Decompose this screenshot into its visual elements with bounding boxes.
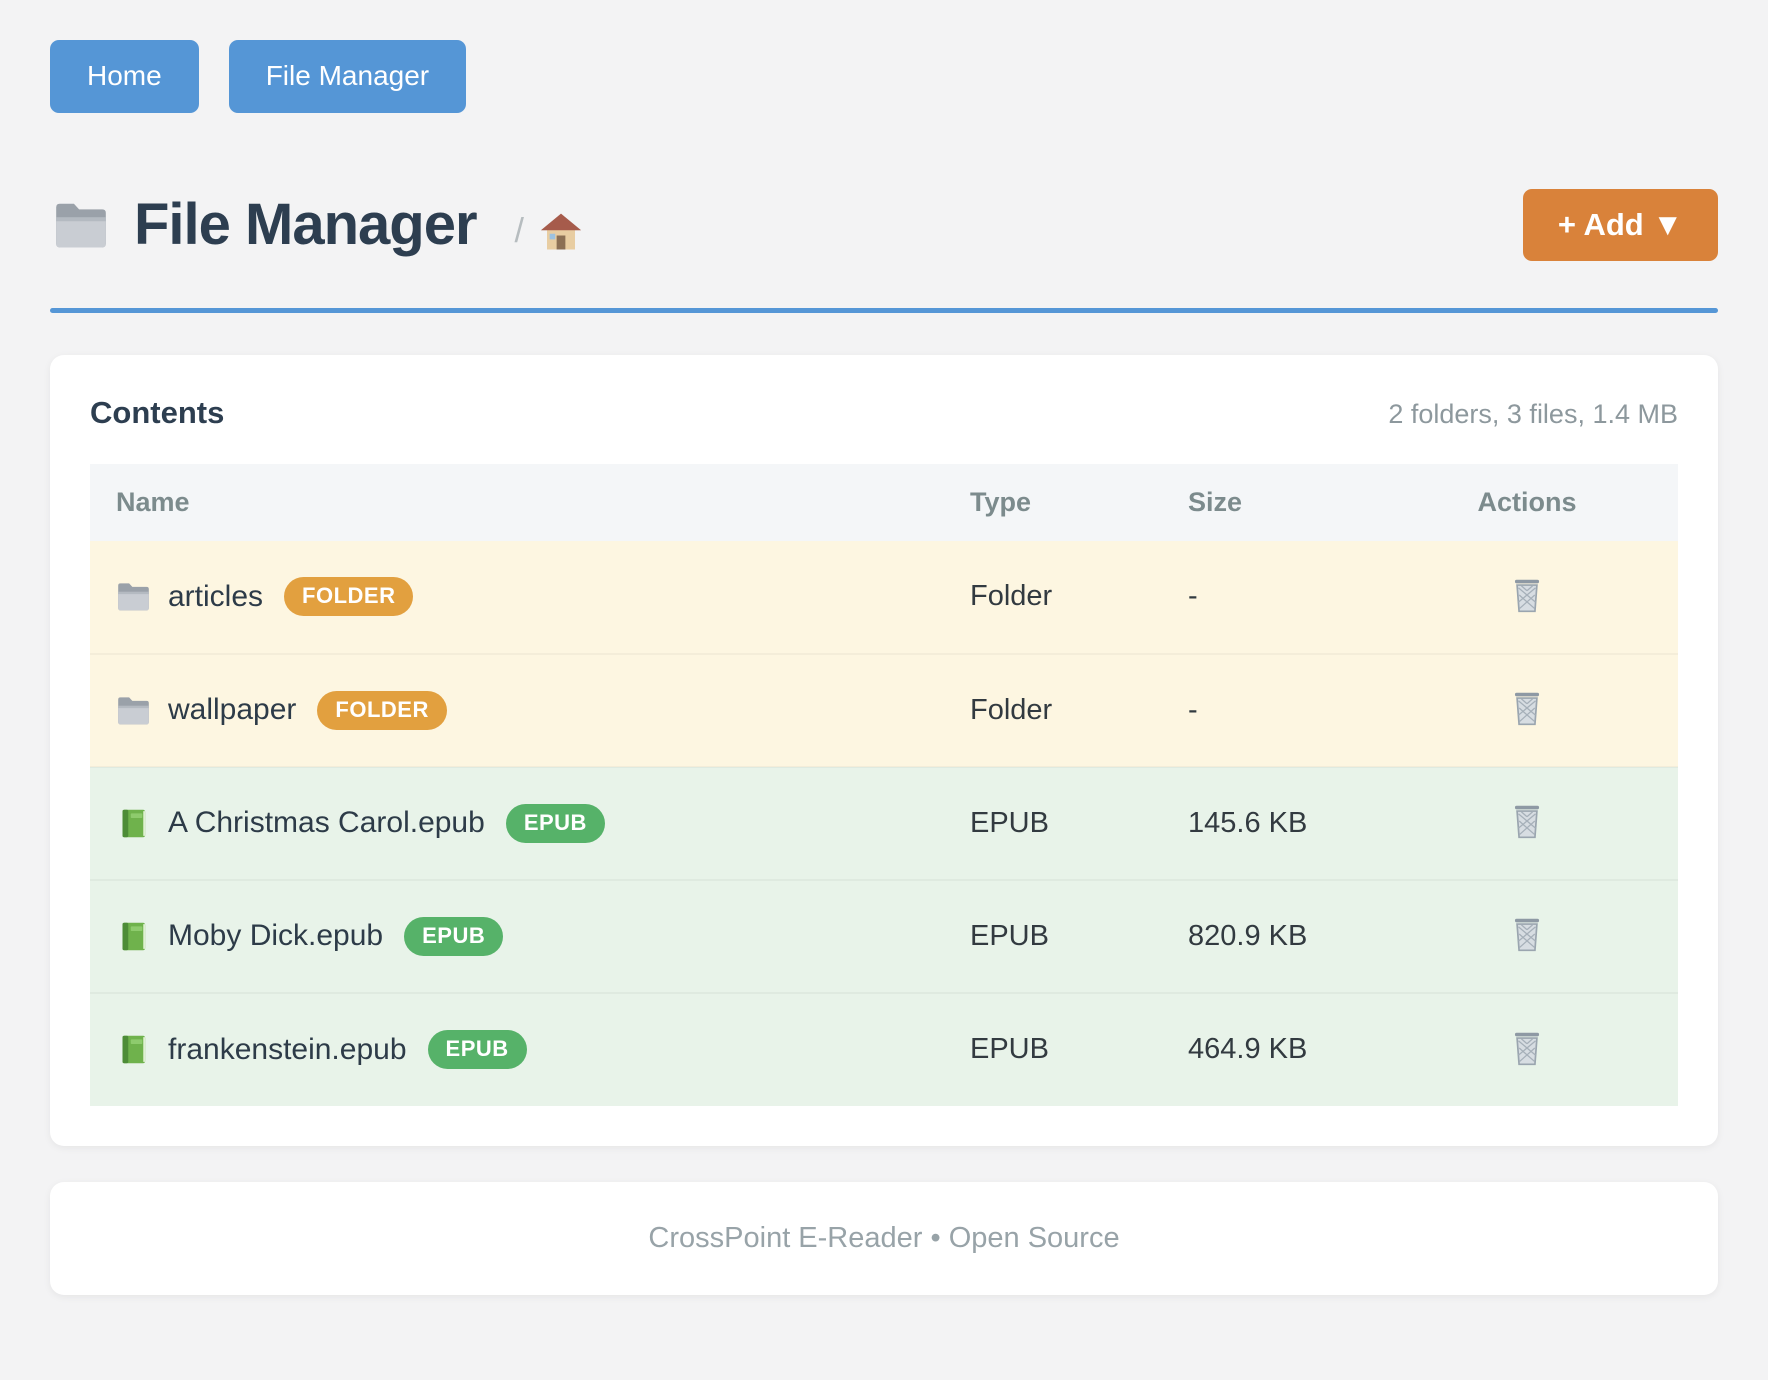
item-size: - bbox=[1168, 653, 1386, 767]
item-name: A Christmas Carol.epub bbox=[168, 806, 485, 840]
type-badge: FOLDER bbox=[284, 577, 414, 617]
item-name: wallpaper bbox=[168, 693, 297, 727]
item-type: EPUB bbox=[950, 766, 1168, 880]
item-type: Folder bbox=[950, 653, 1168, 767]
column-header-type: Type bbox=[950, 463, 1168, 541]
contents-summary: 2 folders, 3 files, 1.4 MB bbox=[1388, 398, 1678, 429]
item-size: 820.9 KB bbox=[1168, 879, 1386, 993]
trash-icon bbox=[1510, 802, 1544, 840]
item-name: articles bbox=[168, 579, 264, 613]
title-group: File Manager / bbox=[50, 191, 1523, 258]
top-nav: Home File Manager bbox=[50, 40, 1718, 113]
title-divider bbox=[50, 307, 1718, 313]
folder-icon bbox=[116, 580, 151, 613]
folder-icon bbox=[50, 199, 112, 251]
home-icon[interactable] bbox=[540, 212, 582, 252]
contents-heading: Contents bbox=[90, 394, 225, 430]
breadcrumb-separator: / bbox=[514, 212, 524, 251]
contents-card-header: Contents 2 folders, 3 files, 1.4 MB bbox=[90, 395, 1678, 431]
footer-text: CrossPoint E-Reader • Open Source bbox=[648, 1221, 1120, 1254]
folder-link[interactable]: articles FOLDER bbox=[110, 577, 950, 617]
green-book-icon bbox=[116, 807, 151, 840]
delete-button[interactable] bbox=[1506, 911, 1548, 960]
trash-icon bbox=[1510, 576, 1544, 614]
green-book-icon bbox=[116, 920, 151, 953]
add-dropdown-button[interactable]: + Add ▼ bbox=[1522, 188, 1718, 261]
table-header-row: Name Type Size Actions bbox=[90, 463, 1678, 541]
delete-button[interactable] bbox=[1506, 572, 1548, 621]
item-type: EPUB bbox=[950, 992, 1168, 1106]
page-header: File Manager / + Add ▼ bbox=[50, 188, 1718, 261]
table-row-christmas-carol: A Christmas Carol.epub EPUB EPUB 145.6 K… bbox=[90, 766, 1678, 880]
green-book-icon bbox=[116, 1033, 151, 1066]
delete-button[interactable] bbox=[1506, 798, 1548, 847]
home-nav-button[interactable]: Home bbox=[50, 40, 199, 113]
trash-icon bbox=[1510, 689, 1544, 727]
folder-icon bbox=[116, 694, 151, 727]
column-header-size: Size bbox=[1168, 463, 1386, 541]
file-manager-nav-button[interactable]: File Manager bbox=[228, 40, 467, 113]
contents-card: Contents 2 folders, 3 files, 1.4 MB Name… bbox=[50, 354, 1718, 1146]
delete-button[interactable] bbox=[1506, 685, 1548, 734]
table-row-articles: articles FOLDER Folder - bbox=[90, 540, 1678, 654]
table-row-frankenstein: frankenstein.epub EPUB EPUB 464.9 KB bbox=[90, 992, 1678, 1106]
item-size: - bbox=[1168, 540, 1386, 654]
table-row-moby-dick: Moby Dick.epub EPUB EPUB 820.9 KB bbox=[90, 879, 1678, 993]
column-header-name: Name bbox=[90, 463, 950, 541]
column-header-actions: Actions bbox=[1386, 463, 1678, 541]
footer-card: CrossPoint E-Reader • Open Source bbox=[50, 1181, 1718, 1295]
item-type: Folder bbox=[950, 540, 1168, 654]
page-title: File Manager bbox=[134, 192, 478, 258]
delete-button[interactable] bbox=[1506, 1025, 1548, 1074]
item-type: EPUB bbox=[950, 879, 1168, 993]
files-table: Name Type Size Actions articles FOLDER F… bbox=[90, 463, 1678, 1106]
type-badge: EPUB bbox=[505, 803, 605, 843]
item-size: 145.6 KB bbox=[1168, 766, 1386, 880]
trash-icon bbox=[1510, 1029, 1544, 1067]
item-name: Moby Dick.epub bbox=[168, 919, 384, 953]
type-badge: FOLDER bbox=[317, 690, 447, 730]
item-size: 464.9 KB bbox=[1168, 992, 1386, 1106]
table-row-wallpaper: wallpaper FOLDER Folder - bbox=[90, 653, 1678, 767]
type-badge: EPUB bbox=[427, 1030, 527, 1070]
type-badge: EPUB bbox=[404, 916, 504, 956]
file-link[interactable]: Moby Dick.epub EPUB bbox=[110, 916, 950, 956]
trash-icon bbox=[1510, 915, 1544, 953]
folder-link[interactable]: wallpaper FOLDER bbox=[110, 690, 950, 730]
file-link[interactable]: frankenstein.epub EPUB bbox=[110, 1030, 950, 1070]
item-name: frankenstein.epub bbox=[168, 1032, 407, 1066]
file-link[interactable]: A Christmas Carol.epub EPUB bbox=[110, 803, 950, 843]
